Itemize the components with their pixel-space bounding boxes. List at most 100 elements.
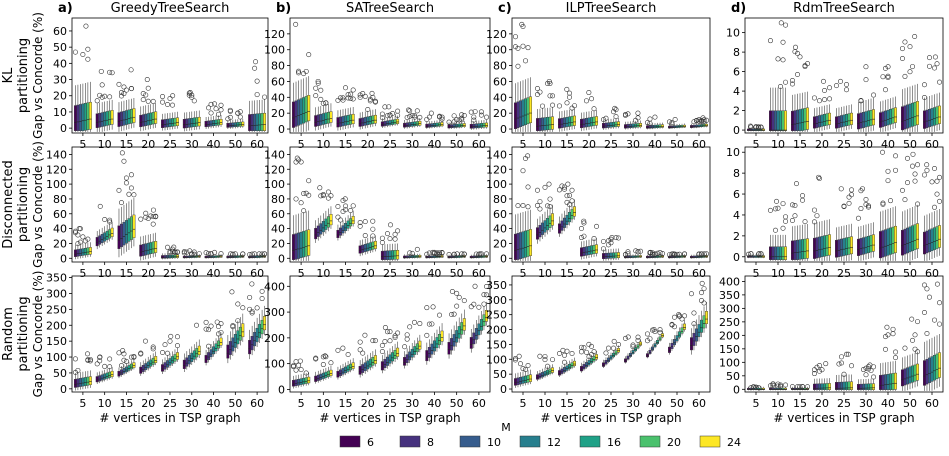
box	[324, 371, 328, 378]
outlier	[926, 63, 932, 69]
box	[368, 116, 372, 125]
outlier	[290, 364, 296, 370]
box	[408, 122, 412, 127]
outlier	[370, 233, 376, 239]
outlier	[306, 192, 312, 198]
x-tick-label: 60	[692, 138, 706, 151]
outlier	[203, 326, 209, 332]
outlier	[789, 78, 795, 84]
outlier	[437, 312, 443, 318]
box	[629, 352, 632, 357]
outlier	[160, 94, 166, 100]
box	[933, 355, 936, 381]
box	[602, 123, 605, 129]
box	[341, 225, 345, 234]
box	[86, 102, 90, 130]
outlier	[392, 333, 398, 339]
outlier	[107, 69, 113, 75]
outlier	[793, 181, 799, 187]
y-tick-label: 140	[46, 148, 67, 161]
outlier	[298, 367, 304, 373]
box	[166, 255, 169, 259]
box	[368, 242, 372, 251]
outlier	[652, 251, 658, 257]
outlier	[902, 39, 908, 45]
x-tick-label: 10	[771, 138, 785, 151]
outlier	[888, 198, 894, 204]
x-tick-label: 10	[316, 267, 330, 280]
box	[366, 116, 370, 126]
box	[139, 114, 143, 128]
outlier	[386, 104, 392, 110]
outlier	[481, 292, 487, 298]
outlier	[589, 352, 595, 358]
outlier	[783, 22, 789, 28]
x-tick-label: 5	[298, 138, 305, 151]
outlier	[315, 78, 321, 84]
outlier	[671, 314, 677, 320]
box	[217, 119, 220, 126]
outlier	[449, 288, 455, 294]
outlier	[143, 214, 149, 220]
outlier	[174, 343, 180, 349]
box	[361, 117, 365, 127]
outlier	[97, 354, 103, 360]
box	[661, 333, 664, 338]
box	[776, 246, 780, 260]
box	[231, 122, 235, 128]
outlier	[138, 216, 144, 222]
outlier	[910, 163, 916, 169]
box	[253, 113, 257, 131]
outlier	[484, 114, 490, 120]
box	[302, 377, 306, 385]
outlier	[228, 251, 234, 257]
box	[391, 119, 395, 125]
outlier	[783, 79, 789, 85]
box	[81, 248, 85, 256]
outlier	[844, 82, 850, 88]
outlier	[520, 168, 526, 174]
box	[609, 355, 613, 360]
outlier	[481, 301, 487, 307]
outlier	[318, 193, 324, 199]
box	[560, 220, 564, 231]
outlier	[770, 382, 776, 388]
box	[110, 227, 114, 237]
outlier	[218, 251, 224, 257]
outlier	[138, 351, 144, 357]
outlier	[811, 367, 817, 373]
box	[100, 112, 104, 127]
box	[519, 232, 522, 259]
y-tick-label: 100	[486, 44, 507, 57]
outlier	[805, 384, 811, 390]
box	[144, 113, 148, 126]
box	[393, 350, 397, 359]
outlier	[350, 96, 356, 102]
box	[83, 247, 87, 256]
outlier	[838, 354, 844, 360]
outlier	[362, 332, 368, 338]
box	[176, 352, 179, 360]
box	[462, 123, 466, 127]
box	[842, 381, 846, 390]
box	[884, 110, 887, 127]
box	[771, 246, 775, 260]
x-tick-label: 25	[604, 138, 618, 151]
x-tick-label: 40	[881, 138, 895, 151]
outlier	[937, 198, 943, 204]
box	[514, 233, 517, 260]
y-tick-label: 120	[46, 163, 67, 176]
outlier	[102, 93, 108, 99]
box	[86, 247, 90, 255]
outlier	[515, 45, 521, 51]
outlier	[335, 97, 341, 103]
outlier	[569, 350, 575, 356]
outlier	[296, 68, 302, 74]
box	[168, 358, 172, 366]
outlier	[384, 231, 390, 237]
outlier	[72, 356, 78, 362]
box	[329, 111, 333, 123]
outlier	[780, 39, 786, 45]
box	[469, 124, 473, 129]
